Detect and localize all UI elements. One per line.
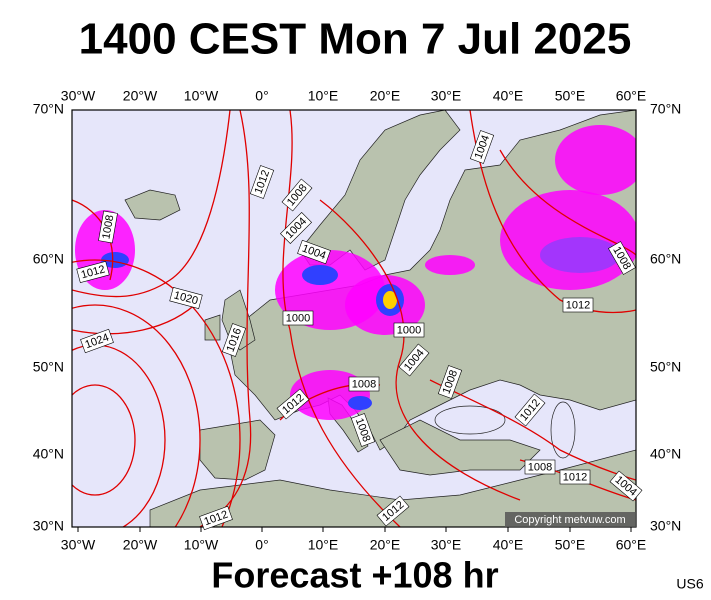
map-frame bbox=[71, 109, 637, 528]
isobar-label-box bbox=[609, 470, 643, 502]
isobar-label: 1000 bbox=[397, 324, 421, 336]
lon-label-bottom: 10°W bbox=[184, 537, 219, 553]
isobar-label-group: 1008 bbox=[524, 459, 556, 475]
lon-label-top: 60°E bbox=[616, 88, 647, 104]
isobar-label-box bbox=[281, 178, 313, 212]
isobar-label-box bbox=[562, 297, 594, 313]
isobar-label-box bbox=[169, 286, 203, 310]
lon-label-top: 0° bbox=[255, 88, 268, 104]
title: 1400 CEST Mon 7 Jul 2025 bbox=[79, 15, 632, 64]
isobar-label-group: 1012 bbox=[76, 260, 110, 284]
lon-label-top: 30°W bbox=[61, 88, 96, 104]
lon-label-bottom: 10°E bbox=[308, 537, 339, 553]
copyright: Copyright metvuw.com bbox=[514, 514, 625, 526]
isobar-label-box bbox=[469, 130, 495, 164]
lat-label-left: 50°N bbox=[33, 359, 64, 375]
lat-label-right: 50°N bbox=[650, 359, 681, 375]
forecast-label: Forecast +108 hr bbox=[211, 555, 498, 596]
lat-label-right: 60°N bbox=[650, 251, 681, 267]
precipitation bbox=[75, 125, 636, 420]
isobar-label-group: 1012 bbox=[559, 469, 591, 485]
lon-label-bottom: 20°E bbox=[370, 537, 401, 553]
lat-label-right: 70°N bbox=[650, 101, 681, 117]
isobar-label-box bbox=[398, 343, 430, 377]
isobar-label-group: 1008 bbox=[98, 210, 118, 244]
lat-label-left: 70°N bbox=[33, 101, 64, 117]
isobar-label: 1008 bbox=[528, 461, 552, 473]
isobar-label: 1008 bbox=[352, 378, 376, 390]
isobar-label-box bbox=[524, 459, 556, 475]
lon-label-top: 10°W bbox=[184, 88, 219, 104]
lon-label-top: 40°E bbox=[493, 88, 524, 104]
isobar-label: 1008 bbox=[100, 214, 116, 240]
isobar-label-box bbox=[280, 212, 312, 244]
isobar-label-group: 1000 bbox=[393, 322, 425, 338]
lon-label-bottom: 60°E bbox=[616, 537, 647, 553]
isobar-label: 1012 bbox=[566, 299, 590, 311]
isobar-label-group: 1020 bbox=[169, 286, 203, 310]
isobar-label-box bbox=[350, 413, 376, 447]
isobar-label-box bbox=[393, 322, 425, 338]
isobar-label-box bbox=[221, 323, 247, 357]
lon-label-bottom: 30°W bbox=[61, 537, 96, 553]
isobar-label-box bbox=[437, 365, 463, 399]
lat-label-right: 30°N bbox=[650, 518, 681, 534]
isobar-label-box bbox=[608, 241, 636, 275]
lon-label-top: 20°E bbox=[370, 88, 401, 104]
lon-label-bottom: 30°E bbox=[431, 537, 462, 553]
isobar-label-box bbox=[282, 310, 314, 326]
isobar-label-group: 1008 bbox=[348, 376, 380, 392]
lon-label-bottom: 20°W bbox=[123, 537, 158, 553]
isobar-label-box bbox=[376, 495, 410, 527]
isobar-label-box bbox=[80, 328, 114, 354]
isobar-label: 1012 bbox=[563, 471, 587, 483]
lon-label-bottom: 0° bbox=[255, 537, 268, 553]
isobar-label-box bbox=[514, 393, 546, 427]
labels: 30°W 30°W 20°W 20°W 10°W 10°W 0° 0° 10°E 10°E 20°E… bbox=[33, 88, 682, 553]
lon-label-bottom: 50°E bbox=[555, 537, 586, 553]
isobar-label-group: 1012 bbox=[562, 297, 594, 313]
isobar-label-group: 1000 bbox=[282, 310, 314, 326]
lat-label-left: 30°N bbox=[33, 518, 64, 534]
lon-label-top: 10°E bbox=[308, 88, 339, 104]
copyright-box bbox=[505, 512, 636, 527]
lon-label-top: 30°E bbox=[431, 88, 462, 104]
isobar-label-box bbox=[199, 505, 233, 531]
lon-label-top: 20°W bbox=[123, 88, 158, 104]
lat-label-right: 40°N bbox=[650, 446, 681, 462]
isobar-label-box bbox=[98, 210, 118, 244]
isobar-label: 1000 bbox=[286, 312, 310, 324]
isobar-label-box bbox=[348, 376, 380, 392]
isobar-label-box bbox=[559, 469, 591, 485]
isobar-label-box bbox=[297, 239, 331, 265]
land bbox=[124, 110, 636, 527]
lat-label-left: 60°N bbox=[33, 251, 64, 267]
isobar-label-box bbox=[249, 165, 275, 199]
isobar-label-box bbox=[76, 260, 110, 284]
lon-label-top: 50°E bbox=[555, 88, 586, 104]
isobar-label-box bbox=[276, 388, 310, 420]
product-code: US6 bbox=[676, 576, 703, 592]
lat-label-left: 40°N bbox=[33, 446, 64, 462]
map-area bbox=[72, 110, 636, 527]
lon-label-bottom: 40°E bbox=[493, 537, 524, 553]
